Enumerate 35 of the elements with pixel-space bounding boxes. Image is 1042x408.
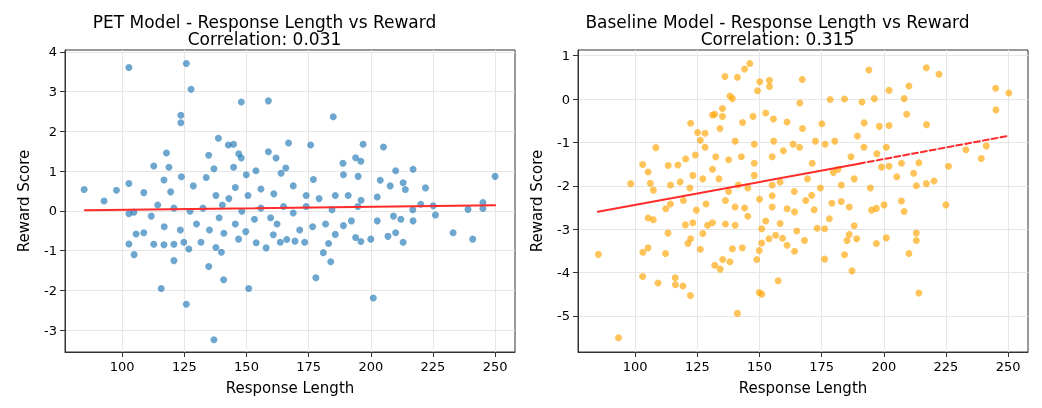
y-tick-label: 0: [561, 91, 570, 107]
x-tick-label: 250: [482, 359, 508, 374]
x-tick-label: 150: [747, 359, 772, 374]
y-tick-label: -1: [557, 134, 570, 150]
x-tick-label: 225: [420, 359, 446, 374]
x-tick-label: 125: [171, 359, 197, 374]
y-tick-label: -2: [557, 178, 570, 194]
y-tick-label: -3: [557, 221, 570, 237]
y-tick-label: -3: [44, 322, 57, 338]
y-tick-label: 2: [48, 123, 57, 139]
x-axis-title: Response Length: [225, 378, 355, 397]
x-tick-label: 200: [871, 359, 897, 374]
y-tick-label: -5: [557, 308, 570, 324]
y-tick-label: 1: [48, 163, 57, 179]
chart-title: Baseline Model - Response Length vs Reward: [585, 11, 970, 32]
x-tick-label: 100: [622, 359, 648, 374]
x-tick-label: 225: [933, 359, 959, 374]
x-tick-label: 100: [109, 359, 135, 374]
y-tick-label: 0: [48, 203, 57, 219]
y-tick-label: -4: [557, 265, 570, 281]
y-axis-title: Reward Score: [527, 149, 546, 253]
x-tick-label: 175: [809, 359, 835, 374]
y-axis-title: Reward Score: [14, 149, 33, 253]
y-tick-label: -2: [44, 282, 57, 298]
chart-title: PET Model - Response Length vs Reward: [92, 11, 437, 32]
x-tick-label: 150: [234, 359, 259, 374]
x-axis-title: Response Length: [738, 378, 868, 397]
x-tick-label: 200: [358, 359, 384, 374]
y-tick-label: 3: [48, 84, 57, 100]
x-tick-label: 250: [995, 359, 1021, 374]
x-tick-label: 175: [296, 359, 322, 374]
y-tick-label: 4: [48, 44, 57, 60]
x-tick-label: 125: [684, 359, 710, 374]
y-tick-label: 1: [561, 48, 570, 64]
y-tick-label: -1: [44, 243, 57, 259]
